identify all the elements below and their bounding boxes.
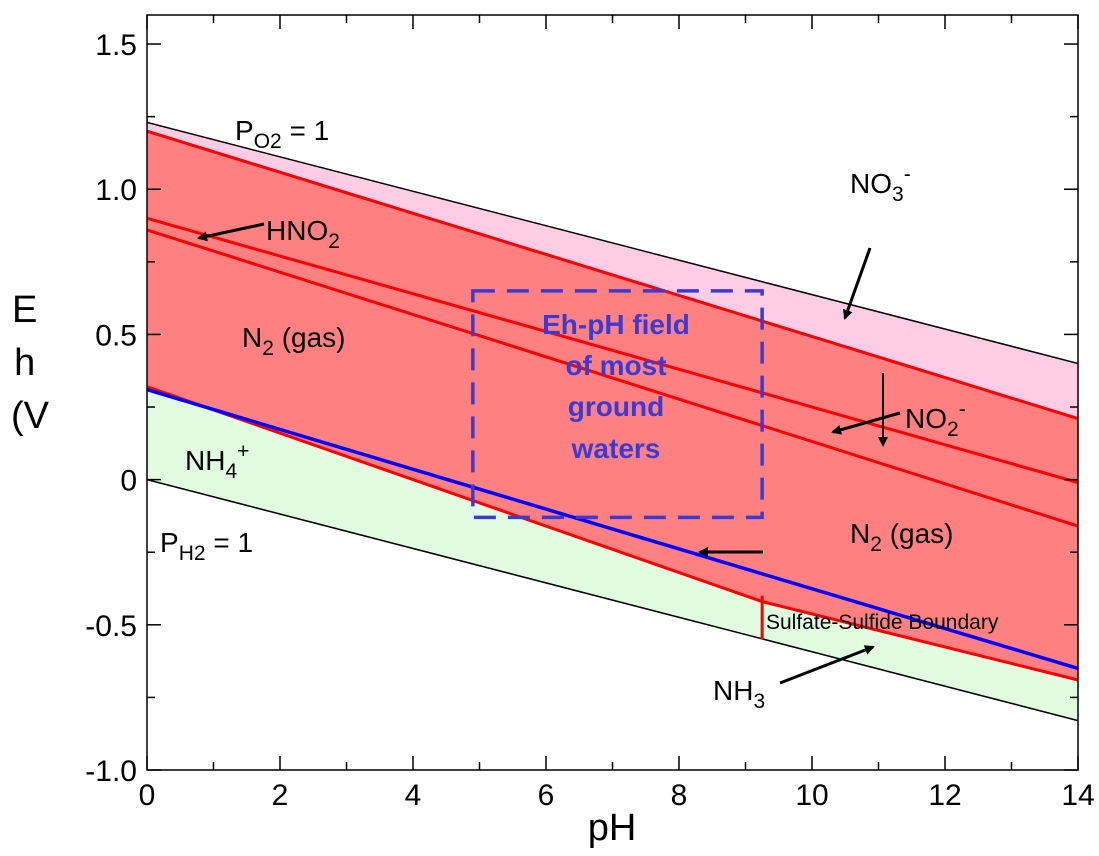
nh3-arrow (779, 645, 875, 685)
y-tick-label: -1.0 (85, 755, 137, 788)
series-line-2 (146, 129, 1079, 421)
groundwater-label-line2: of most (565, 350, 666, 381)
no3-label: NO3- (850, 163, 911, 206)
po2-label: PO2 = 1 (235, 115, 329, 153)
no2-label: NO2- (905, 398, 966, 441)
hno2-label: HNO2 (266, 215, 340, 253)
series-line-0 (146, 121, 1079, 365)
x-tick-label: 0 (139, 779, 156, 812)
series-line-6 (146, 387, 1079, 671)
groundwater-label-line4: waters (571, 433, 661, 464)
y-axis-title: E h (V (11, 289, 50, 437)
x-tick-label: 8 (671, 779, 688, 812)
x-tick-label: 14 (1061, 779, 1094, 812)
groundwater-field-box (471, 289, 764, 520)
x-tick-label: 10 (795, 779, 828, 812)
x-tick-label: 12 (928, 779, 961, 812)
x-axis-title: pH (588, 807, 637, 849)
y-tick-label: 1.0 (95, 174, 137, 207)
y-tick-label: 1.5 (95, 29, 137, 62)
hno2-arrow (197, 222, 265, 242)
ammonium-stability-region (147, 386, 1078, 721)
x-tick-label: 4 (405, 779, 422, 812)
series-line-1 (146, 478, 1079, 722)
series-line-3 (146, 216, 1079, 484)
ph2-label: PH2 = 1 (160, 527, 253, 565)
y-tick-label: -0.5 (85, 610, 137, 643)
nh4-label: NH4+ (185, 440, 249, 483)
x-tick-label: 2 (272, 779, 289, 812)
axis-ticks (146, 15, 1079, 771)
groundwater-label-line3: ground (568, 391, 664, 422)
series-line-4 (146, 228, 1079, 528)
n2-right-label: N2 (gas) (850, 518, 954, 556)
nitrate-stability-region (147, 122, 1078, 419)
axis-tick-labels: 0 2 4 6 8 10 12 14 -1.0 -0.5 0 0.5 1.0 1.5 (85, 29, 1094, 812)
n2-left-label: N2 (gas) (242, 322, 346, 360)
y-tick-label: 0 (120, 465, 137, 498)
no2-arrow-left (831, 411, 901, 435)
no3-arrow (842, 247, 872, 320)
sulfate-sulfide-label: Sulfate-Sulfide Boundary (766, 611, 999, 634)
groundwater-label-line1: Eh-pH field (542, 309, 690, 340)
x-tick-label: 6 (538, 779, 555, 812)
y-tick-label: 0.5 (95, 319, 137, 352)
boundary-lines (146, 121, 1079, 722)
nh3-label: NH3 (713, 675, 765, 713)
n2-stability-region (147, 131, 1078, 680)
